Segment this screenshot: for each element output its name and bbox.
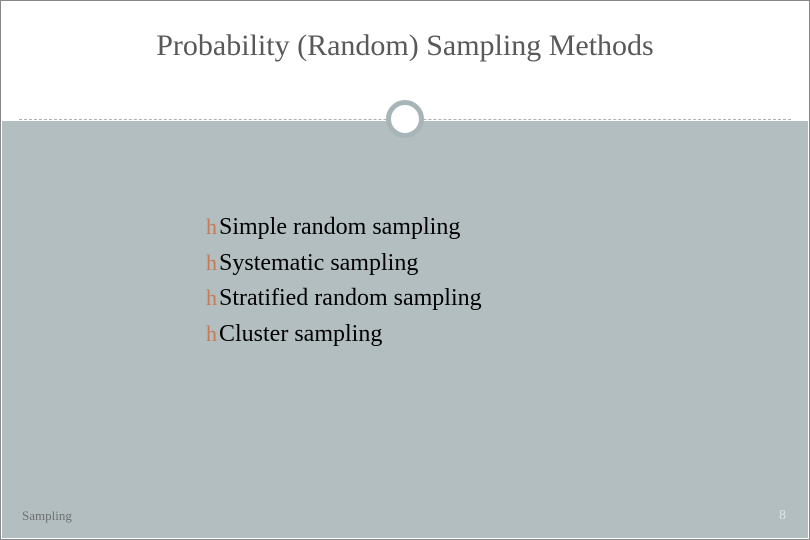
slide-title: Probability (Random) Sampling Methods (1, 1, 809, 81)
list-item: h Systematic sampling (206, 247, 482, 281)
slide-number: 8 (779, 508, 786, 524)
bullet-icon: h (206, 248, 217, 279)
title-divider (1, 97, 809, 141)
list-item-text: Stratified random sampling (219, 282, 482, 316)
list-item: h Cluster sampling (206, 318, 482, 352)
list-item: h Stratified random sampling (206, 282, 482, 316)
bullet-icon: h (206, 319, 217, 350)
list-item-text: Cluster sampling (219, 318, 382, 352)
divider-circle-icon (386, 100, 424, 138)
list-item-text: Simple random sampling (219, 211, 460, 245)
bullet-list: h Simple random sampling h Systematic sa… (206, 211, 482, 353)
list-item-text: Systematic sampling (219, 247, 418, 281)
slide-body: h Simple random sampling h Systematic sa… (2, 121, 808, 538)
slide: Probability (Random) Sampling Methods h … (0, 0, 810, 540)
footer-left: Sampling (22, 508, 72, 524)
list-item: h Simple random sampling (206, 211, 482, 245)
bullet-icon: h (206, 212, 217, 243)
bullet-icon: h (206, 283, 217, 314)
